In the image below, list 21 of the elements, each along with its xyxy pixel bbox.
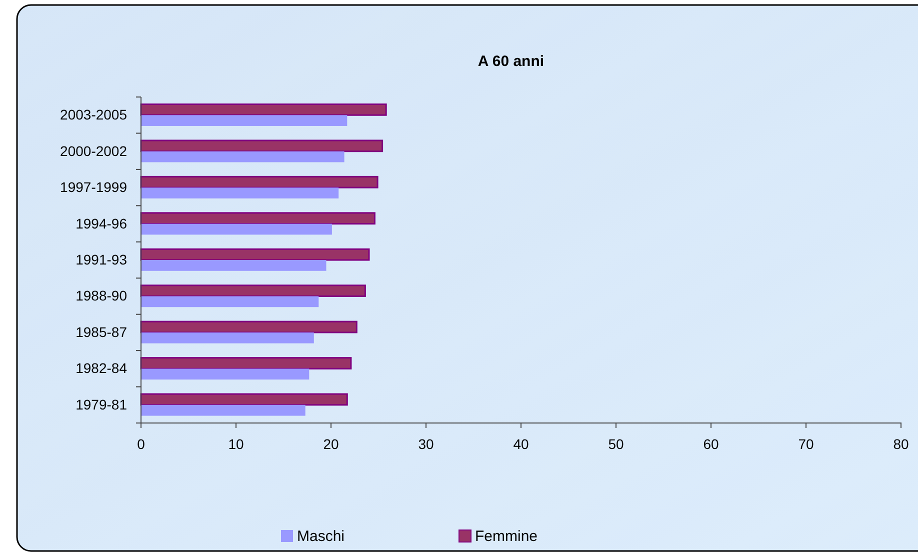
- y-tick-label: 2000-2002: [60, 142, 128, 159]
- x-tick-label: 80: [893, 436, 909, 452]
- x-tick-label: 0: [137, 436, 146, 452]
- x-tick-label: 10: [228, 436, 244, 452]
- x-tick-label: 20: [323, 436, 339, 452]
- legend-label: Maschi: [297, 528, 345, 545]
- x-tick-label: 50: [608, 436, 624, 452]
- y-tick-label: 1997-1999: [60, 179, 128, 196]
- y-tick-label: 1985-87: [76, 324, 128, 340]
- y-tick-label: 1979-81: [76, 396, 128, 412]
- x-tick-label: 60: [703, 436, 719, 452]
- y-tick-label: 1994-96: [76, 215, 128, 232]
- y-tick-label: 2003-2005: [60, 106, 128, 123]
- y-tick-label: 1991-93: [76, 251, 128, 268]
- chart-title: A 60 anni: [478, 53, 544, 70]
- legend-label: Femmine: [475, 528, 538, 545]
- x-tick-label: 40: [513, 436, 529, 452]
- y-tick-label: 1982-84: [76, 360, 128, 376]
- x-tick-label: 70: [798, 436, 814, 452]
- y-tick-label: 1988-90: [76, 288, 128, 304]
- x-tick-label: 30: [418, 436, 434, 452]
